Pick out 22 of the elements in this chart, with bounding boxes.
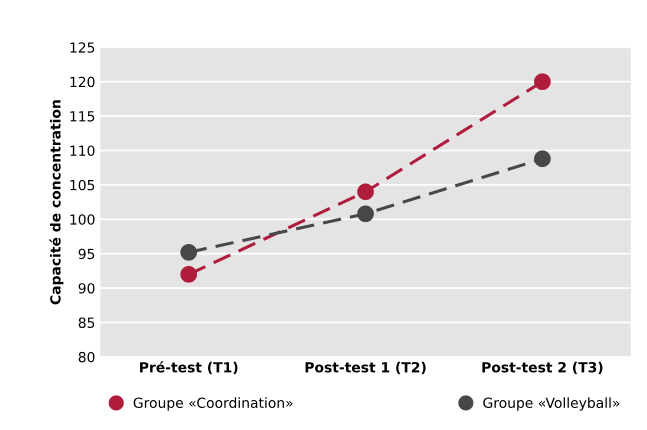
y-tick-label: 85 bbox=[78, 317, 94, 328]
y-tick-label: 120 bbox=[70, 76, 94, 88]
legend-label: Groupe «Volleyball» bbox=[483, 397, 620, 411]
point bbox=[180, 244, 198, 261]
point bbox=[180, 266, 198, 283]
x-tick-label: Pré-test (T1) bbox=[140, 361, 238, 374]
x-tick-label: Post-test 2 (T3) bbox=[482, 362, 602, 374]
point bbox=[534, 150, 551, 168]
y-axis-title: Capacité de concentration bbox=[49, 100, 64, 304]
point bbox=[357, 205, 374, 222]
y-tick-label: 110 bbox=[70, 145, 94, 156]
point bbox=[534, 73, 551, 90]
y-tick-label: 100 bbox=[70, 214, 94, 225]
y-tick-label: 105 bbox=[70, 180, 94, 190]
y-tick-label: 115 bbox=[70, 111, 94, 122]
y-tick-label: 95 bbox=[78, 248, 94, 260]
y-tick-label: 80 bbox=[78, 352, 94, 362]
legend-label: Groupe «Coordination» bbox=[134, 397, 293, 411]
point bbox=[357, 183, 374, 200]
x-tick-label: Post-test 1 (T2) bbox=[306, 362, 426, 374]
y-tick-label: 125 bbox=[70, 42, 94, 53]
y-tick-label: 90 bbox=[78, 283, 94, 294]
